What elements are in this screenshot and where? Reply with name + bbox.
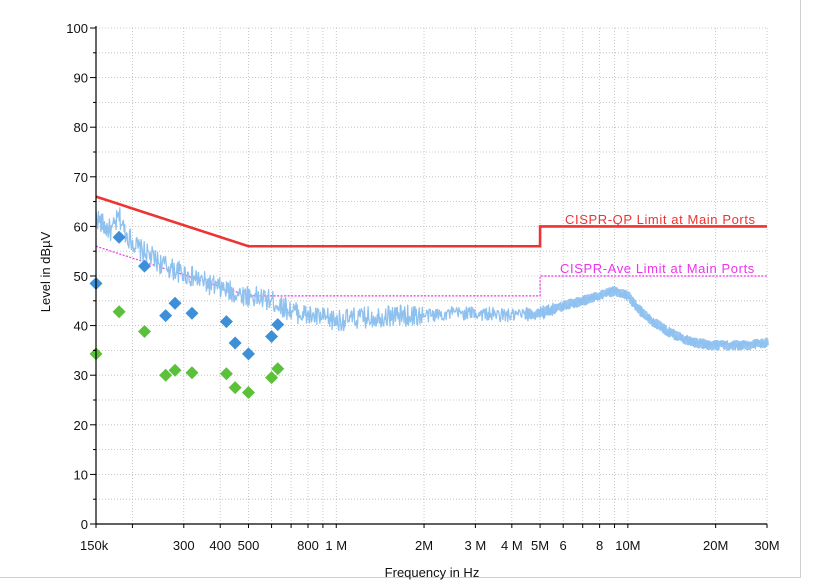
y-tick-label: 100 — [66, 21, 88, 36]
axes — [90, 26, 768, 528]
y-tick-label: 70 — [74, 170, 88, 185]
x-tick-label: 500 — [238, 538, 260, 553]
quasi-peak-marker — [265, 330, 279, 344]
average-marker — [219, 367, 233, 381]
x-tick-label: 30M — [754, 538, 779, 553]
grid — [95, 27, 768, 524]
average-marker — [138, 325, 152, 339]
y-tick-label: 60 — [74, 219, 88, 234]
average-marker — [265, 371, 279, 385]
quasi-peak-marker — [185, 306, 199, 320]
x-tick-labels: 150k 300 400 500 800 1 M 2M 3 M 4 M 5M 6 8 10M 20M 30M — [80, 538, 780, 553]
average-marker — [241, 386, 255, 400]
average-marker — [159, 368, 173, 382]
quasi-peak-marker — [112, 230, 126, 244]
average-marker — [185, 366, 199, 380]
x-tick-label: 8 — [596, 538, 603, 553]
quasi-peak-marker — [228, 336, 242, 350]
qp-limit-line — [96, 195, 767, 248]
y-tick-label: 20 — [74, 418, 88, 433]
average-marker — [168, 363, 182, 377]
measurement-trace-band — [524, 286, 769, 351]
measurement-trace — [95, 207, 769, 351]
quasi-peak-marker — [219, 315, 233, 329]
y-axis-title: Level in dBµV — [38, 231, 53, 312]
x-tick-label: 10M — [615, 538, 640, 553]
quasi-peak-marker — [159, 309, 173, 323]
qp-limit-label: CISPR-QP Limit at Main Ports — [565, 212, 756, 227]
x-tick-label: 800 — [297, 538, 319, 553]
average-limit-label: CISPR-Ave Limit at Main Ports — [560, 261, 755, 276]
average-marker — [228, 381, 242, 395]
y-tick-label: 40 — [74, 319, 88, 334]
x-axis-title: Frequency in Hz — [385, 565, 480, 580]
y-tick-label: 10 — [74, 467, 88, 482]
x-tick-label: 150k — [80, 538, 109, 553]
x-tick-label: 20M — [703, 538, 728, 553]
y-tick-label: 0 — [81, 517, 88, 532]
x-tick-label: 400 — [209, 538, 231, 553]
measurement-markers — [89, 230, 285, 400]
quasi-peak-marker — [241, 347, 255, 361]
y-tick-label: 50 — [74, 269, 88, 284]
x-tick-label: 2M — [415, 538, 433, 553]
average-marker — [112, 305, 126, 319]
quasi-peak-marker — [271, 318, 285, 332]
quasi-peak-marker — [138, 259, 152, 273]
x-tick-label: 4 M — [501, 538, 523, 553]
x-tick-label: 1 M — [325, 538, 347, 553]
x-tick-label: 300 — [173, 538, 195, 553]
average-marker — [271, 362, 285, 376]
y-tick-label: 80 — [74, 120, 88, 135]
x-tick-label: 6 — [560, 538, 567, 553]
y-tick-label: 90 — [74, 71, 88, 86]
y-tick-label: 30 — [74, 368, 88, 383]
chart-frame — [0, 0, 801, 578]
y-tick-labels: 0 10 20 30 40 50 60 70 80 90 100 — [66, 21, 88, 532]
quasi-peak-marker — [168, 296, 182, 310]
x-tick-label: 5M — [531, 538, 549, 553]
x-tick-label: 3 M — [465, 538, 487, 553]
